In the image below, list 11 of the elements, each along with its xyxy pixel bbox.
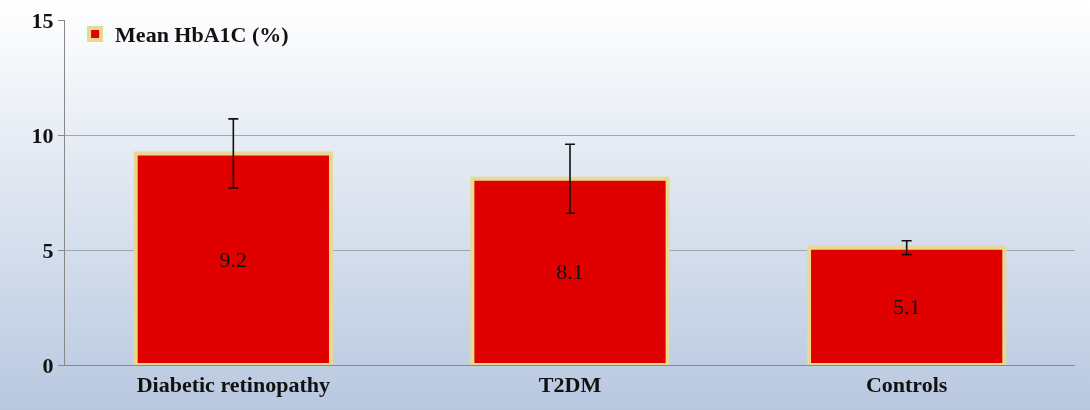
y-tick-label: 15 — [31, 7, 54, 33]
legend-label: Mean HbA1C (%) — [115, 22, 289, 48]
data-label: 9.2 — [219, 246, 248, 272]
x-tick-label: Diabetic retinopathy — [136, 372, 330, 398]
y-tick-label: 10 — [31, 122, 54, 148]
x-tick-label: Controls — [865, 372, 948, 398]
x-tick-label: T2DM — [538, 372, 602, 398]
data-label: 5.1 — [892, 293, 921, 319]
y-tick-label: 5 — [42, 237, 54, 263]
y-tick-label: 0 — [42, 352, 54, 378]
data-label: 8.1 — [556, 259, 584, 285]
